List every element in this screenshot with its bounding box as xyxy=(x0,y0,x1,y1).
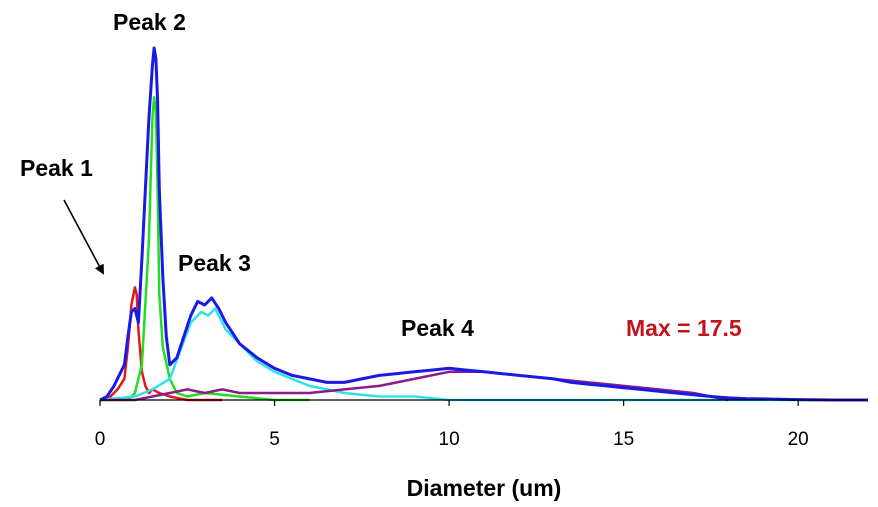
peak-4-label: Peak 4 xyxy=(401,315,474,341)
max-label: Max = 17.5 xyxy=(626,315,742,341)
peak-1-arrow xyxy=(63,199,104,275)
x-tick-label: 10 xyxy=(439,429,460,450)
peak-1-label: Peak 1 xyxy=(20,155,93,181)
x-ticks: 0 5 10 15 20 xyxy=(95,400,809,450)
series-line-1 xyxy=(99,286,223,402)
x-axis-title: Diameter (um) xyxy=(407,475,562,501)
series-line-4 xyxy=(100,370,729,402)
x-tick-label: 0 xyxy=(95,429,106,450)
peak-2-label: Peak 2 xyxy=(113,9,186,35)
x-tick-label: 20 xyxy=(788,429,809,450)
series-line-2 xyxy=(100,96,310,402)
series-line-3 xyxy=(99,307,868,402)
plot-area xyxy=(99,46,868,402)
series-line-5 xyxy=(99,46,868,402)
x-tick-label: 15 xyxy=(613,429,634,450)
x-tick-label: 5 xyxy=(269,429,280,450)
peak-3-label: Peak 3 xyxy=(178,250,251,276)
